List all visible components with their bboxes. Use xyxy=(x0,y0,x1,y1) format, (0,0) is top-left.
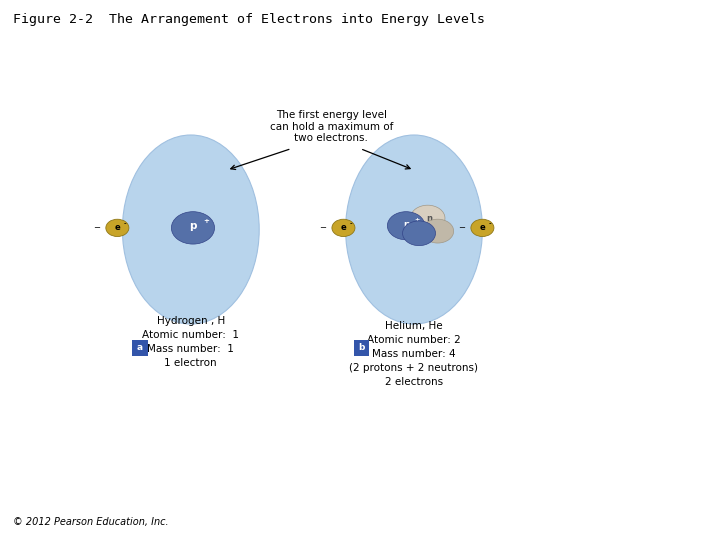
Text: n: n xyxy=(426,214,432,222)
FancyBboxPatch shape xyxy=(354,340,369,356)
Circle shape xyxy=(106,219,129,237)
Text: Hydrogen , H
Atomic number:  1
Mass number:  1
1 electron: Hydrogen , H Atomic number: 1 Mass numbe… xyxy=(143,316,239,368)
Text: The first energy level
can hold a maximum of
two electrons.: The first energy level can hold a maximu… xyxy=(269,110,393,143)
Text: -: - xyxy=(488,221,491,226)
Text: +: + xyxy=(203,218,209,225)
Circle shape xyxy=(422,219,454,243)
Ellipse shape xyxy=(122,135,259,324)
Text: p: p xyxy=(403,220,409,228)
Text: −: − xyxy=(93,223,100,232)
Circle shape xyxy=(402,221,436,246)
Text: e: e xyxy=(480,224,485,232)
Circle shape xyxy=(171,212,215,244)
Text: b: b xyxy=(359,343,364,352)
Text: e: e xyxy=(114,224,120,232)
Text: −: − xyxy=(319,223,326,232)
Text: -: - xyxy=(123,221,126,226)
Text: a: a xyxy=(137,343,143,352)
Circle shape xyxy=(332,219,355,237)
Text: e: e xyxy=(341,224,346,232)
FancyBboxPatch shape xyxy=(132,340,148,356)
Text: p: p xyxy=(189,221,197,231)
Text: -: - xyxy=(349,221,352,226)
Circle shape xyxy=(387,212,425,240)
Circle shape xyxy=(471,219,494,237)
Ellipse shape xyxy=(346,135,482,324)
Text: Helium, He
Atomic number: 2
Mass number: 4
(2 protons + 2 neutrons)
2 electrons: Helium, He Atomic number: 2 Mass number:… xyxy=(349,321,479,387)
Text: −: − xyxy=(458,223,465,232)
Text: © 2012 Pearson Education, Inc.: © 2012 Pearson Education, Inc. xyxy=(13,516,168,526)
Text: Figure 2-2  The Arrangement of Electrons into Energy Levels: Figure 2-2 The Arrangement of Electrons … xyxy=(13,14,485,26)
Text: +: + xyxy=(414,217,420,222)
Circle shape xyxy=(410,205,445,231)
